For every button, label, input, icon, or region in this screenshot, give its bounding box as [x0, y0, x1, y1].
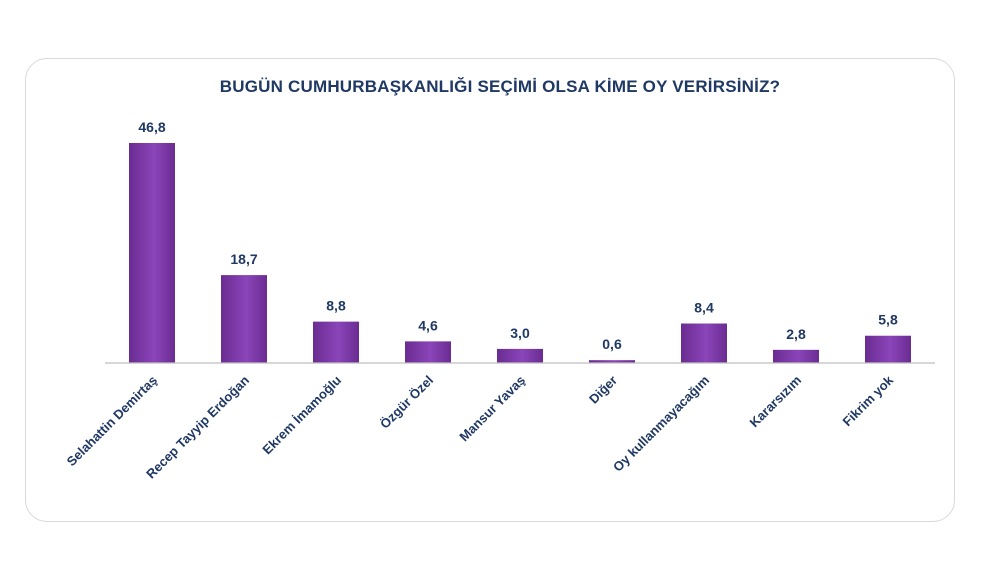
data-label-5: 0,6 — [602, 336, 622, 352]
category-label-2: Ekrem İmamoğlu — [259, 372, 344, 457]
data-label-7: 2,8 — [786, 326, 806, 342]
data-label-0: 46,8 — [138, 119, 165, 135]
category-label-4: Mansur Yavaş — [456, 373, 528, 445]
chart-card — [25, 58, 955, 522]
data-label-4: 3,0 — [510, 325, 530, 341]
data-label-6: 8,4 — [694, 300, 714, 316]
bar-8 — [865, 335, 911, 363]
data-label-8: 5,8 — [878, 312, 898, 328]
category-label-7: Kararsızım — [747, 373, 805, 431]
bar-2 — [313, 321, 359, 363]
data-label-1: 18,7 — [230, 251, 257, 267]
category-label-6: Oy kullanmayacağım — [610, 373, 712, 475]
bars-group — [129, 143, 911, 363]
chart-title: BUGÜN CUMHURBAŞKANLIĞI SEÇİMİ OLSA KİME … — [219, 77, 781, 96]
bar-5 — [589, 360, 635, 363]
bar-6 — [681, 323, 727, 363]
category-label-1: Recep Tayyip Erdoğan — [143, 372, 252, 481]
bar-7 — [773, 349, 819, 363]
bar-3 — [405, 341, 451, 363]
bar-1 — [221, 275, 267, 363]
category-label-3: Özgür Özel — [377, 373, 436, 432]
bar-4 — [497, 348, 543, 363]
data-label-3: 4,6 — [418, 317, 438, 333]
category-label-0: Selahattin Demirtaş — [64, 373, 160, 469]
labels-group: 46,8 Selahattin Demirtaş 18,7 Recep Tayyip … — [64, 119, 898, 482]
category-label-5: Diğer — [586, 373, 620, 407]
bar-0 — [129, 143, 175, 363]
data-label-2: 8,8 — [326, 298, 346, 314]
category-label-8: Fikrim yok — [840, 372, 897, 429]
